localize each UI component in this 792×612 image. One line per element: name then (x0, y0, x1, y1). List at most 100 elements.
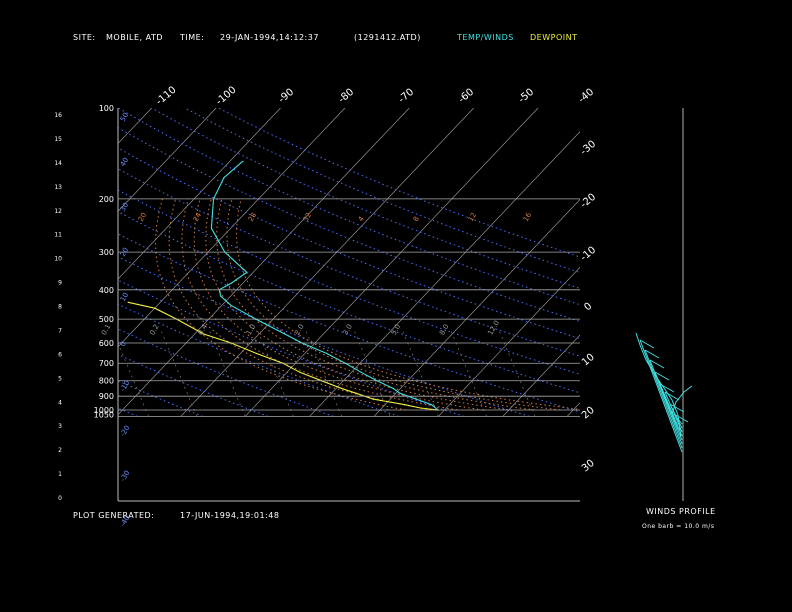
temperature-right-label: 0 (582, 301, 594, 314)
dry-adiabat (118, 279, 465, 417)
isotherm-line (118, 108, 217, 212)
dry-adiabat (118, 211, 580, 394)
temperature-top-label: -70 (397, 87, 417, 106)
dry-adiabat-label: -30 (119, 469, 132, 483)
isotherm-line (0, 108, 23, 416)
pressure-tick-label: 800 (99, 377, 114, 386)
dry-adiabat-label: 10 (119, 291, 130, 303)
dry-adiabat-label: 20 (119, 246, 130, 258)
dewpoint-point (256, 352, 258, 355)
pressure-tick-label: 900 (99, 392, 114, 401)
isotherm-line (118, 108, 410, 416)
isotherm-line (502, 334, 580, 417)
dry-adiabat-label: 0 (119, 340, 128, 348)
dry-adiabat-label: 50 (119, 111, 130, 123)
moist-adiabat-label: 32 (302, 211, 313, 223)
dewpoint-point (154, 307, 156, 309)
dry-adiabat (118, 189, 580, 375)
moist-adiabat-label: 4 (357, 215, 366, 223)
mixing-ratio-label: 12.0 (486, 319, 501, 337)
pressure-tick-label: 1000 (94, 406, 114, 415)
height-tick-label: 12 (54, 208, 62, 215)
mixing-ratio-label: 5.0 (390, 323, 402, 337)
file-id: (1291412.ATD) (354, 33, 421, 42)
pressure-tick-label: 600 (99, 339, 114, 348)
wind-barb-staff (673, 413, 683, 425)
temperature-top-label: -110 (154, 85, 178, 108)
temperature-point (399, 392, 401, 394)
dry-adiabat (151, 108, 580, 289)
mixing-ratio-line (450, 331, 487, 417)
height-tick-label: 15 (54, 136, 62, 143)
dry-adiabat (118, 353, 269, 417)
isotherm-line (309, 131, 580, 417)
site-value: MOBILE, ATD (106, 33, 164, 42)
dewpoint-point (403, 404, 405, 406)
temperature-right-label: -30 (579, 139, 599, 158)
mixing-ratio-label: 0.1 (100, 323, 112, 337)
dewpoint-point (299, 371, 301, 373)
temperature-point (284, 333, 286, 335)
temperature-right-label: -10 (579, 245, 599, 264)
height-tick-label: 7 (58, 327, 62, 334)
temperature-top-label: -50 (517, 87, 537, 106)
isotherm-line (566, 402, 580, 417)
mixing-ratio-line (209, 331, 246, 417)
wind-barb-flag (649, 359, 665, 369)
pressure-tick-label: 300 (99, 248, 114, 257)
temperature-point (246, 271, 248, 273)
wind-barb-flag (669, 403, 685, 413)
pressure-tick-label: 500 (99, 315, 114, 324)
mixing-ratio-line (306, 331, 342, 417)
pressure-tick-label: 200 (99, 195, 114, 204)
moist-adiabat (193, 198, 484, 411)
temperature-top-label: -90 (277, 87, 297, 106)
temperature-top-label: -60 (457, 87, 477, 106)
pressure-tick-label: 400 (99, 286, 114, 295)
time-value: 29-JAN-1994,14:12:37 (220, 33, 319, 42)
temperature-point (393, 388, 395, 390)
dry-adiabat (184, 108, 580, 274)
mixing-ratio-line (354, 331, 391, 417)
dewpoint-point (203, 333, 205, 335)
moist-adiabat (155, 198, 406, 411)
moist-adiabat-label: 28 (247, 211, 258, 223)
mixing-ratio-label: 2.0 (293, 323, 305, 337)
isotherm-line (373, 199, 580, 417)
temperature-point (230, 282, 232, 284)
temperature-top-label: -100 (214, 85, 238, 108)
site-label: SITE: (73, 33, 96, 42)
height-tick-label: 0 (58, 495, 62, 502)
moist-adiabat-label: 20 (137, 211, 148, 223)
height-tick-label: 5 (58, 375, 62, 382)
wind-profile-trace (671, 385, 693, 431)
dewpoint-point (419, 407, 422, 409)
wind-barb-staff (639, 339, 683, 453)
temperature-point (220, 295, 222, 297)
mixing-ratio-label: 1.0 (245, 323, 257, 337)
height-tick-label: 16 (54, 112, 62, 119)
dry-adiabat (118, 108, 580, 306)
dry-adiabat (118, 147, 580, 340)
isotherm-line (118, 108, 346, 348)
height-tick-label: 2 (58, 447, 62, 454)
moist-adiabat-label: 12 (467, 211, 478, 223)
mixing-ratio-label: 8.0 (438, 323, 450, 337)
dry-adiabat (118, 127, 580, 323)
height-tick-label: 9 (58, 280, 62, 287)
height-tick-label: 1 (58, 471, 62, 478)
dry-adiabat (118, 407, 138, 417)
temperature-point (210, 227, 212, 229)
winds-profile-title: WINDS PROFILE (646, 507, 716, 516)
wind-barb-flag (644, 349, 660, 359)
wind-barb-flag (673, 413, 689, 423)
temperature-point (223, 177, 225, 179)
isotherm-line (438, 266, 580, 417)
mixing-ratio-line (499, 331, 536, 417)
legend-dewpoint: DEWPOINT (530, 33, 578, 42)
dry-adiabat-label: 30 (119, 201, 130, 213)
dry-adiabat-label: 40 (119, 156, 130, 168)
dry-adiabat (118, 328, 334, 417)
moist-adiabat-label: 8 (412, 215, 421, 223)
